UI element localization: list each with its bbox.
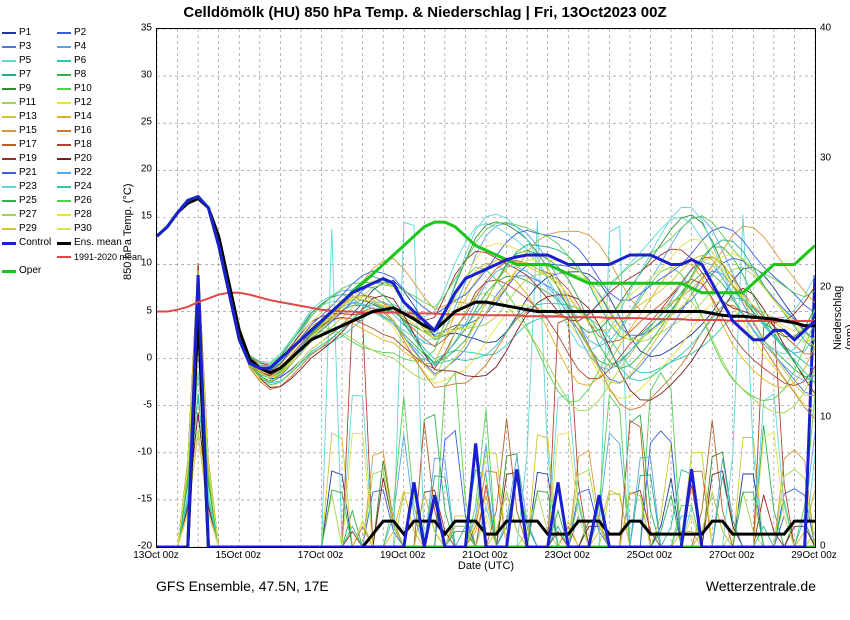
y-right-tick: 30 bbox=[820, 152, 831, 163]
chart-title: Celldömölk (HU) 850 hPa Temp. & Niedersc… bbox=[0, 4, 850, 21]
y-left-tick: 0 bbox=[146, 352, 152, 363]
footer-model-info: GFS Ensemble, 47.5N, 17E bbox=[156, 578, 329, 594]
y-left-tick: -15 bbox=[138, 493, 152, 504]
plot-area bbox=[156, 28, 816, 548]
y-left-tick: -5 bbox=[143, 399, 152, 410]
y-right-tick: 10 bbox=[820, 411, 831, 422]
y-left-tick: 10 bbox=[141, 258, 152, 269]
y-axis-right-label: Niederschlag (mm) bbox=[832, 286, 850, 350]
y-right-tick: 20 bbox=[820, 282, 831, 293]
footer-source: Wetterzentrale.de bbox=[706, 578, 816, 594]
y-left-tick: 35 bbox=[141, 23, 152, 34]
y-axis-left-label: 850 hPa Temp. (°C) bbox=[122, 183, 134, 280]
y-left-tick: 25 bbox=[141, 117, 152, 128]
y-left-tick: 15 bbox=[141, 211, 152, 222]
y-left-tick: 20 bbox=[141, 164, 152, 175]
y-left-tick: 5 bbox=[146, 305, 152, 316]
y-left-tick: 30 bbox=[141, 70, 152, 81]
x-axis-label: Date (UTC) bbox=[156, 560, 816, 572]
y-right-tick: 40 bbox=[820, 23, 831, 34]
y-left-tick: -10 bbox=[138, 446, 152, 457]
legend: P1P2P3P4P5P6P7P8P9P10P11P12P13P14P15P16P… bbox=[2, 26, 112, 278]
